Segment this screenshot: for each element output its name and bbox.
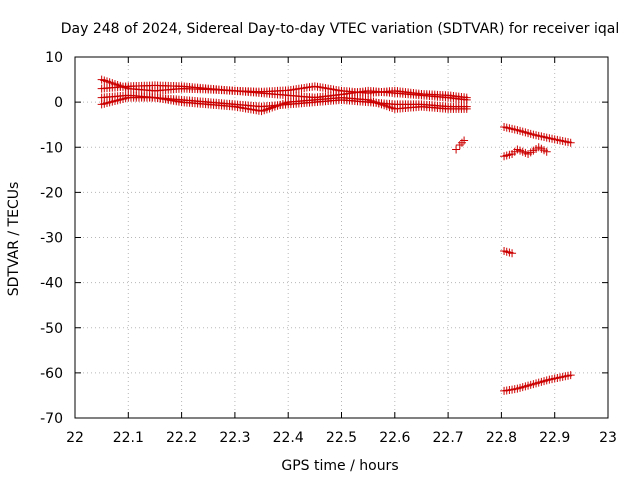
chart-title: Day 248 of 2024, Sidereal Day-to-day VTE… xyxy=(61,21,619,37)
y-tick-label: 10 xyxy=(45,50,63,66)
x-tick-label: 22.9 xyxy=(539,430,570,446)
grid-layer xyxy=(75,57,608,418)
y-axis-label: SDTVAR / TECUs xyxy=(6,182,22,297)
series-sat-d xyxy=(97,91,471,111)
y-tick-label: -50 xyxy=(40,321,63,337)
y-tick-label: -70 xyxy=(40,411,63,427)
x-tick-label: 22.5 xyxy=(326,430,357,446)
data-layer xyxy=(97,75,575,395)
x-tick-label: 22.3 xyxy=(219,430,250,446)
data-point-marker xyxy=(542,147,551,156)
x-axis-label: GPS time / hours xyxy=(281,458,398,474)
series-sat-i xyxy=(500,371,575,395)
x-tick-label: 22.2 xyxy=(166,430,197,446)
y-tick-label: -20 xyxy=(40,185,63,201)
x-tick-label: 22.1 xyxy=(113,430,144,446)
y-tick-label: -10 xyxy=(40,140,63,156)
series-sat-e xyxy=(452,136,469,154)
x-tick-label: 22.7 xyxy=(433,430,464,446)
series-sat-g xyxy=(500,143,551,161)
x-tick-label: 22.8 xyxy=(486,430,517,446)
data-point-marker xyxy=(462,102,471,111)
data-point-marker xyxy=(566,371,575,380)
series-sat-h xyxy=(500,247,517,258)
series-sat-f xyxy=(500,122,575,147)
y-tick-label: -60 xyxy=(40,366,63,382)
y-tick-label: -40 xyxy=(40,276,63,292)
x-tick-label: 22 xyxy=(66,430,84,446)
y-tick-label: 0 xyxy=(54,95,63,111)
x-tick-label: 23 xyxy=(599,430,617,446)
y-tick-label: -30 xyxy=(40,231,63,247)
data-point-marker xyxy=(462,95,471,104)
data-point-marker xyxy=(508,249,517,258)
data-point-marker xyxy=(452,145,461,154)
data-point-marker xyxy=(460,136,469,145)
x-tick-label: 22.4 xyxy=(273,430,304,446)
data-point-marker xyxy=(566,138,575,147)
x-tick-label: 22.6 xyxy=(379,430,410,446)
series-sat-b xyxy=(97,81,471,104)
